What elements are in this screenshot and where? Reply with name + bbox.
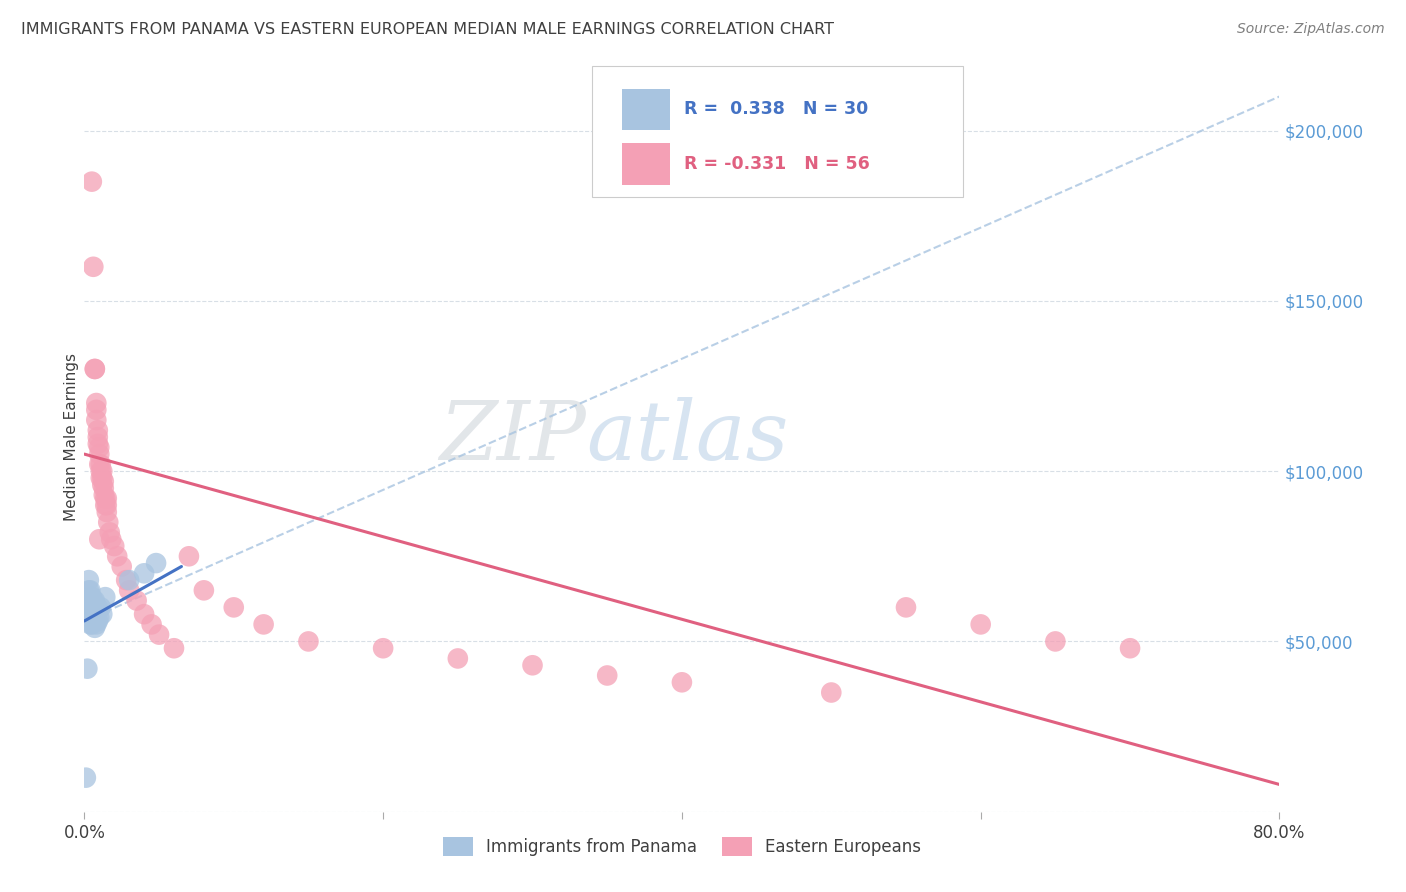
FancyBboxPatch shape <box>592 66 963 197</box>
Point <box>193 583 215 598</box>
Point <box>132 607 156 622</box>
Point <box>86 402 108 417</box>
Legend: Immigrants from Panama, Eastern Europeans: Immigrants from Panama, Eastern European… <box>443 837 921 855</box>
Point <box>80 617 103 632</box>
Text: ZIP: ZIP <box>440 397 586 477</box>
Point <box>90 471 112 485</box>
Point <box>80 607 103 622</box>
Point <box>75 771 97 785</box>
Point <box>82 260 104 274</box>
Point <box>522 658 544 673</box>
Point <box>82 593 104 607</box>
Point <box>87 600 110 615</box>
Point <box>76 593 98 607</box>
Point <box>87 437 110 451</box>
Point <box>125 593 148 607</box>
Point <box>100 533 122 547</box>
Point <box>77 600 100 615</box>
Text: atlas: atlas <box>586 397 789 477</box>
Point <box>1045 634 1067 648</box>
Point <box>91 471 114 485</box>
Point <box>82 600 104 615</box>
Point <box>894 600 917 615</box>
Point <box>94 498 117 512</box>
Point <box>163 641 186 656</box>
Point <box>83 621 105 635</box>
Point <box>111 559 134 574</box>
Point <box>96 491 118 506</box>
Point <box>671 675 693 690</box>
Point <box>1119 641 1142 656</box>
Point <box>86 413 108 427</box>
Point <box>89 440 111 454</box>
Point <box>132 566 156 581</box>
Point <box>970 617 993 632</box>
Point <box>91 607 114 622</box>
Point <box>89 533 111 547</box>
Point <box>83 362 105 376</box>
Point <box>820 685 842 699</box>
Point <box>97 515 120 529</box>
Point <box>86 617 108 632</box>
Point <box>145 556 167 570</box>
Point <box>91 464 114 478</box>
Text: R =  0.338   N = 30: R = 0.338 N = 30 <box>685 100 869 119</box>
Point <box>89 458 111 472</box>
Point <box>177 549 200 564</box>
Point <box>148 627 170 641</box>
Point <box>89 447 111 461</box>
Point <box>80 600 103 615</box>
Point <box>118 583 141 598</box>
Point <box>98 525 121 540</box>
Text: Source: ZipAtlas.com: Source: ZipAtlas.com <box>1237 22 1385 37</box>
Point <box>87 430 110 444</box>
Point <box>297 634 319 648</box>
Point <box>89 610 111 624</box>
Point <box>253 617 276 632</box>
Point <box>90 464 112 478</box>
Text: IMMIGRANTS FROM PANAMA VS EASTERN EUROPEAN MEDIAN MALE EARNINGS CORRELATION CHAR: IMMIGRANTS FROM PANAMA VS EASTERN EUROPE… <box>21 22 834 37</box>
Y-axis label: Median Male Earnings: Median Male Earnings <box>63 353 79 521</box>
Point <box>82 614 104 628</box>
Point <box>86 396 108 410</box>
Point <box>105 549 128 564</box>
Point <box>93 475 115 489</box>
Point <box>80 175 103 189</box>
Point <box>373 641 395 656</box>
Point <box>96 505 118 519</box>
FancyBboxPatch shape <box>623 144 671 185</box>
Point <box>83 607 105 622</box>
Point <box>93 481 115 495</box>
FancyBboxPatch shape <box>623 88 671 130</box>
Text: R = -0.331   N = 56: R = -0.331 N = 56 <box>685 155 870 173</box>
Point <box>83 593 105 607</box>
Point <box>91 477 114 491</box>
Point <box>83 362 105 376</box>
Point <box>76 607 98 622</box>
Point <box>79 617 101 632</box>
Point <box>596 668 619 682</box>
Point <box>94 590 117 604</box>
Point <box>79 583 101 598</box>
Point <box>79 593 101 607</box>
Point <box>80 590 103 604</box>
Point <box>90 458 112 472</box>
Point <box>93 488 115 502</box>
Point <box>222 600 245 615</box>
Point <box>87 614 110 628</box>
Point <box>141 617 163 632</box>
Point <box>118 573 141 587</box>
Point <box>103 539 125 553</box>
Point <box>77 573 100 587</box>
Point <box>90 600 112 615</box>
Point <box>77 583 100 598</box>
Point <box>447 651 470 665</box>
Point <box>115 573 138 587</box>
Point <box>87 423 110 437</box>
Point <box>96 498 118 512</box>
Point <box>76 662 98 676</box>
Point <box>94 491 117 506</box>
